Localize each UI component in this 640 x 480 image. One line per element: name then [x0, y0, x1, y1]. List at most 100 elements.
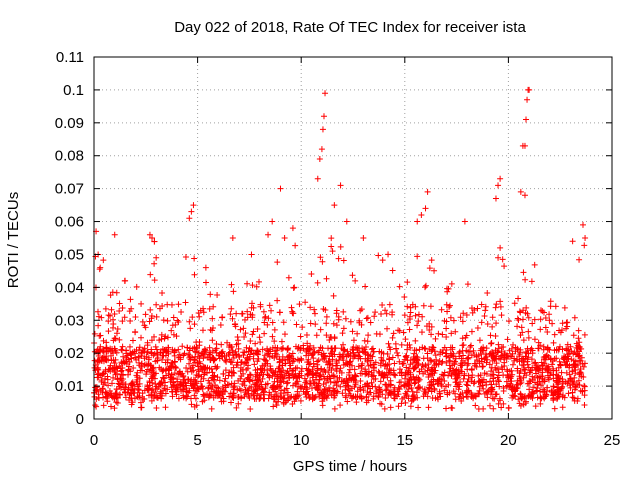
data-point — [158, 395, 165, 402]
data-point — [191, 344, 198, 351]
data-point — [216, 377, 223, 384]
data-point — [175, 346, 182, 353]
data-point — [297, 397, 304, 404]
data-point — [390, 330, 397, 337]
data-point — [158, 331, 165, 338]
data-point — [512, 393, 519, 400]
data-point — [129, 399, 136, 406]
data-point — [221, 378, 228, 385]
data-point — [305, 366, 312, 373]
data-point — [551, 405, 558, 412]
data-point — [553, 346, 560, 353]
data-point — [346, 361, 353, 368]
data-point — [104, 376, 111, 383]
data-point — [337, 383, 344, 390]
data-point — [207, 291, 214, 298]
data-point — [95, 391, 102, 398]
data-point — [221, 352, 228, 359]
data-point — [110, 316, 117, 323]
data-point — [509, 361, 516, 368]
data-point — [103, 394, 110, 401]
data-point — [187, 365, 194, 372]
data-point — [102, 356, 109, 363]
data-point — [255, 355, 262, 362]
data-point — [218, 349, 225, 356]
data-point — [287, 362, 294, 369]
data-point — [464, 355, 471, 362]
data-point — [267, 348, 274, 355]
data-point — [105, 312, 112, 319]
data-point — [209, 325, 216, 332]
data-point — [382, 387, 389, 394]
data-point — [545, 374, 552, 381]
data-point — [225, 351, 232, 358]
data-point — [192, 348, 199, 355]
data-point — [509, 392, 516, 399]
data-point — [514, 365, 521, 372]
data-point — [576, 381, 583, 388]
data-point — [153, 313, 160, 320]
data-point — [468, 393, 475, 400]
data-point — [445, 381, 452, 388]
data-point — [429, 395, 436, 402]
data-point — [133, 356, 140, 363]
data-point — [523, 116, 530, 123]
data-point — [330, 373, 337, 380]
data-point — [314, 367, 321, 374]
data-point — [158, 378, 165, 385]
data-point — [418, 329, 425, 336]
data-point — [554, 394, 561, 401]
data-point — [383, 310, 390, 317]
data-point — [363, 399, 370, 406]
data-point — [468, 328, 475, 335]
data-point — [135, 353, 142, 360]
data-point — [187, 325, 194, 332]
data-point — [526, 86, 533, 93]
grid-lines — [94, 57, 612, 419]
data-point — [100, 349, 107, 356]
data-point — [358, 365, 365, 372]
data-point — [199, 327, 206, 334]
data-point — [107, 292, 114, 299]
data-point — [214, 374, 221, 381]
data-point — [470, 347, 477, 354]
data-point — [352, 277, 359, 284]
data-point — [274, 297, 281, 304]
data-point — [362, 343, 369, 350]
data-point — [133, 346, 140, 353]
data-point — [273, 402, 280, 409]
data-point — [404, 369, 411, 376]
data-point — [566, 371, 573, 378]
data-point — [379, 301, 386, 308]
data-point — [246, 371, 253, 378]
data-point — [158, 366, 165, 373]
data-point — [376, 386, 383, 393]
data-point — [404, 381, 411, 388]
data-point — [426, 379, 433, 386]
data-point — [247, 372, 254, 379]
data-point — [254, 351, 261, 358]
data-point — [340, 362, 347, 369]
data-point — [394, 349, 401, 356]
data-point — [488, 388, 495, 395]
data-point — [364, 358, 371, 365]
data-point — [168, 327, 175, 334]
data-point — [294, 383, 301, 390]
data-point — [337, 243, 344, 250]
y-tick-label: 0.01 — [55, 378, 84, 395]
data-point — [185, 376, 192, 383]
data-point — [290, 367, 297, 374]
data-point — [577, 369, 584, 376]
data-point — [460, 310, 467, 317]
data-point — [538, 382, 545, 389]
data-point — [198, 352, 205, 359]
data-point — [501, 263, 508, 270]
data-point — [320, 381, 327, 388]
data-point — [570, 381, 577, 388]
data-point — [188, 208, 195, 215]
data-point — [405, 386, 412, 393]
data-point — [271, 326, 278, 333]
data-point — [97, 332, 104, 339]
data-point — [498, 312, 505, 319]
data-point — [413, 374, 420, 381]
